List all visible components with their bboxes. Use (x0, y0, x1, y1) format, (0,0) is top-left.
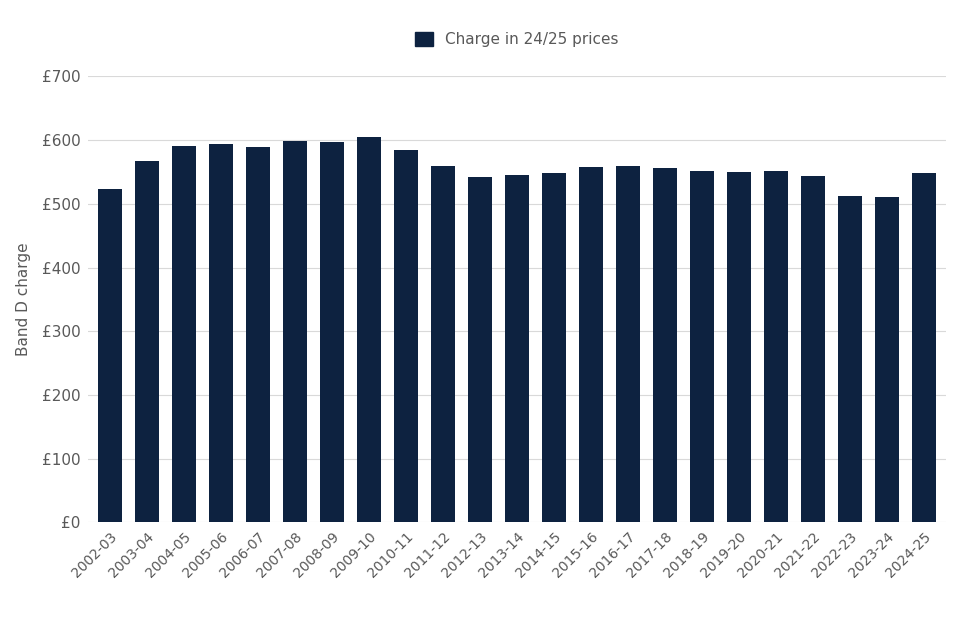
Bar (579, 167, 603, 522)
Bar (838, 196, 862, 522)
Bar (505, 175, 528, 522)
Legend: Charge in 24/25 prices: Charge in 24/25 prices (409, 26, 625, 54)
Bar (98, 189, 122, 522)
Bar (468, 177, 491, 522)
Bar (172, 146, 196, 522)
Bar (875, 197, 899, 522)
Bar (689, 171, 714, 522)
Bar (652, 168, 677, 522)
Bar (357, 137, 381, 522)
Bar (320, 142, 344, 522)
Bar (283, 141, 307, 522)
Bar (246, 147, 270, 522)
Bar (615, 166, 640, 522)
Y-axis label: Band D charge: Band D charge (16, 243, 31, 356)
Bar (542, 173, 565, 522)
Bar (209, 144, 233, 522)
Bar (800, 176, 825, 522)
Bar (912, 173, 936, 522)
Bar (726, 172, 751, 522)
Bar (763, 171, 788, 522)
Bar (394, 150, 418, 522)
Bar (135, 161, 159, 522)
Bar (431, 166, 454, 522)
